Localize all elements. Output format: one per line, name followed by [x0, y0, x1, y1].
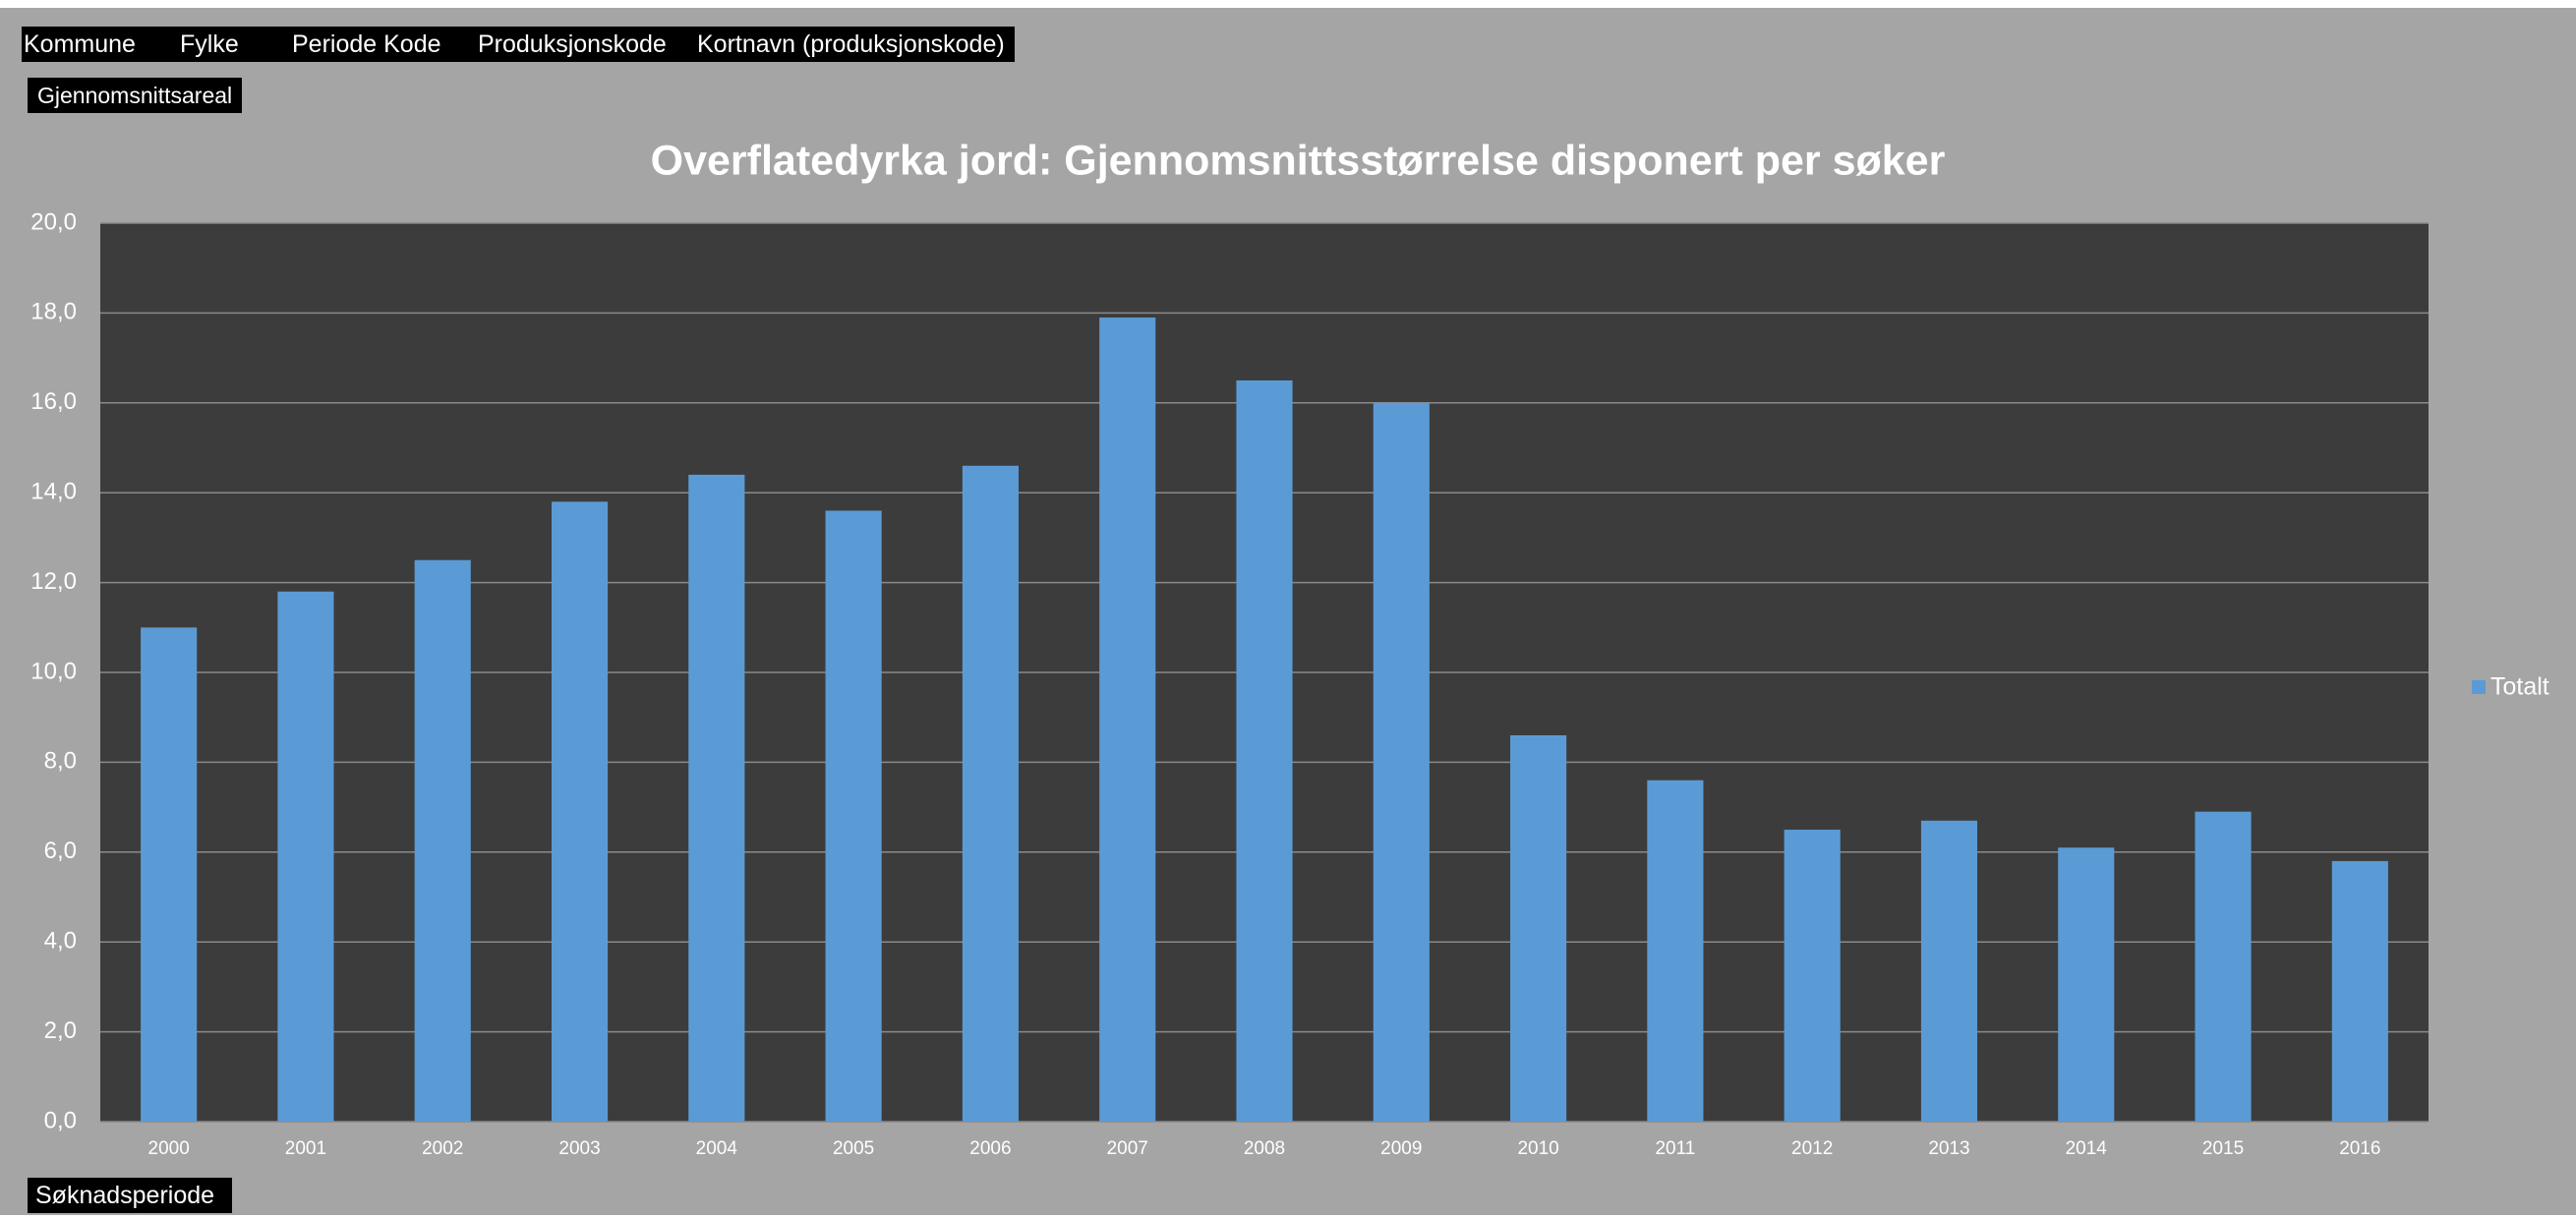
axis-field-button[interactable]: Søknadsperiode	[28, 1178, 233, 1213]
value-field-button[interactable]: Gjennomsnittsareal	[28, 78, 243, 113]
bar	[2195, 811, 2252, 1122]
y-tick-label: 0,0	[44, 1107, 77, 1133]
bar	[962, 465, 1019, 1122]
filter-button[interactable]: Produksjonskode	[478, 27, 667, 62]
bar	[1099, 317, 1156, 1123]
x-tick-label: 2010	[1517, 1138, 1558, 1159]
bar	[1236, 379, 1293, 1122]
x-tick-label: 2012	[1791, 1138, 1833, 1159]
filter-button[interactable]: Kommune	[24, 27, 136, 62]
y-tick-label: 4,0	[44, 928, 77, 955]
y-tick-label: 6,0	[44, 838, 77, 864]
x-tick-label: 2007	[1107, 1138, 1148, 1159]
chart-title: Overflatedyrka jord: Gjennomsnittsstørre…	[651, 137, 1946, 184]
x-tick-label: 2013	[1928, 1138, 1969, 1159]
x-tick-label: 2011	[1655, 1138, 1695, 1159]
bar	[1373, 402, 1430, 1122]
y-tick-label: 20,0	[30, 208, 77, 235]
bar	[551, 501, 609, 1123]
bar	[2058, 847, 2115, 1122]
x-tick-label: 2008	[1244, 1138, 1285, 1159]
bar	[688, 474, 745, 1122]
bar	[1784, 829, 1841, 1122]
x-tick-label: 2015	[2202, 1138, 2244, 1159]
bar	[1920, 820, 1978, 1122]
y-tick-label: 18,0	[30, 299, 77, 325]
y-tick-label: 14,0	[30, 479, 77, 505]
x-tick-label: 2002	[422, 1138, 463, 1159]
y-tick-label: 2,0	[44, 1017, 77, 1044]
filter-button[interactable]: Fylke	[180, 27, 239, 62]
bar	[2331, 860, 2388, 1122]
legend-label: Totalt	[2490, 673, 2549, 701]
y-tick-label: 8,0	[44, 748, 77, 775]
bar	[1510, 734, 1567, 1122]
x-tick-label: 2003	[558, 1138, 600, 1159]
y-tick-label: 12,0	[30, 568, 77, 595]
bar	[825, 510, 882, 1122]
x-tick-label: 2014	[2066, 1138, 2108, 1159]
x-tick-label: 2004	[696, 1138, 738, 1159]
x-tick-label: 2006	[969, 1138, 1011, 1159]
bar	[414, 559, 471, 1122]
x-tick-label: 2001	[285, 1138, 326, 1159]
legend-swatch	[2472, 680, 2486, 694]
y-tick-label: 10,0	[30, 658, 77, 684]
bar	[1647, 780, 1704, 1122]
y-tick-label: 16,0	[30, 388, 77, 415]
filter-button[interactable]: Periode Kode	[292, 27, 441, 62]
bar	[141, 627, 198, 1122]
bar	[277, 591, 334, 1122]
x-tick-label: 2009	[1380, 1138, 1422, 1159]
x-tick-label: 2016	[2339, 1138, 2380, 1159]
x-tick-label: 2000	[148, 1138, 190, 1159]
x-tick-label: 2005	[833, 1138, 874, 1159]
filter-button[interactable]: Kortnavn (produksjonskode)	[697, 27, 1015, 62]
